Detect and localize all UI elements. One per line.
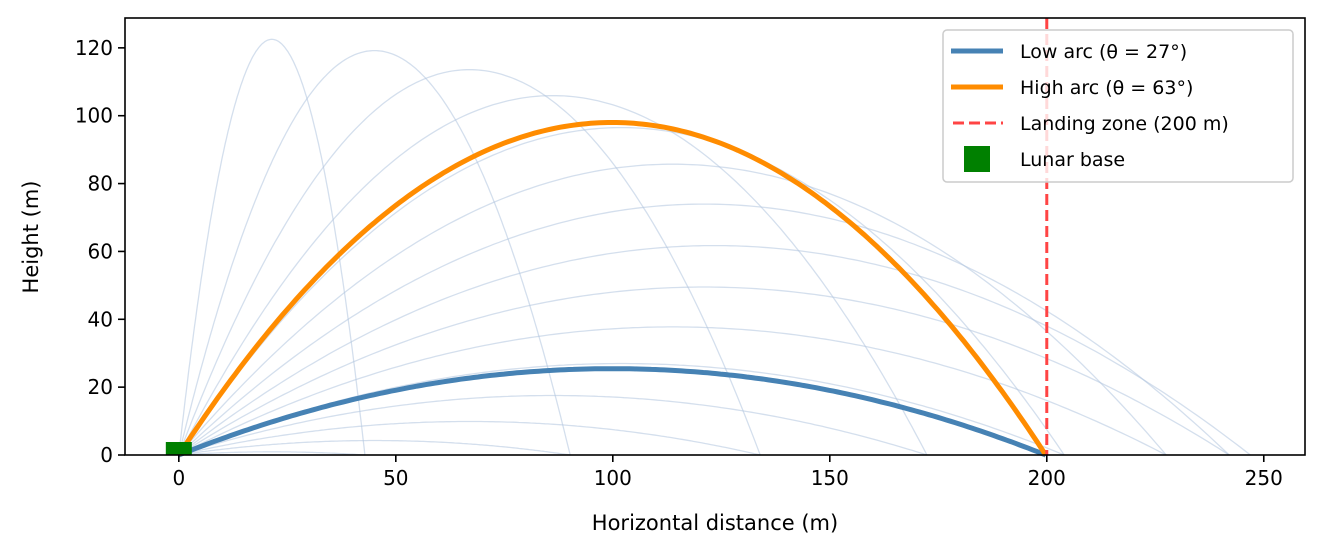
x-tick-label: 250 (1245, 466, 1283, 490)
background-trajectory (178, 451, 365, 456)
x-tick-label: 200 (1028, 466, 1066, 490)
background-trajectory (178, 326, 1167, 456)
legend-label-low-arc: Low arc (θ = 27°) (1020, 41, 1187, 63)
y-tick-label: 80 (88, 172, 113, 196)
legend-label-high-arc: High arc (θ = 63°) (1020, 77, 1193, 99)
legend: Low arc (θ = 27°) High arc (θ = 63°) Lan… (942, 29, 1294, 183)
plot-frame (124, 17, 1306, 456)
background-trajectory (178, 38, 366, 456)
main-trajectories (176, 120, 1048, 458)
background-trajectory (178, 394, 928, 456)
background-trajectory (178, 439, 571, 456)
background-trajectory (178, 203, 1230, 456)
x-tick-label: 100 (594, 466, 632, 490)
legend-swatch-lunar-base (964, 146, 990, 172)
legend-label-landing-zone: Landing zone (200 m) (1020, 113, 1229, 135)
y-tick-label: 20 (88, 375, 113, 399)
legend-box (942, 29, 1294, 183)
background-trajectory (178, 126, 1065, 456)
background-trajectory (178, 68, 761, 456)
y-tick-label: 100 (75, 104, 113, 128)
x-axis-ticks: 0 50 100 150 200 250 (172, 455, 1283, 490)
y-tick-label: 60 (88, 239, 113, 263)
background-trajectory (178, 49, 571, 456)
x-tick-label: 0 (172, 466, 185, 490)
background-trajectory (178, 163, 1167, 456)
background-trajectory (178, 244, 1251, 456)
background-trajectories (178, 38, 1251, 456)
x-tick-label: 50 (383, 466, 408, 490)
y-tick-label: 120 (75, 36, 113, 60)
lunar-base-marker (165, 442, 192, 455)
y-tick-label: 40 (88, 307, 113, 331)
y-tick-label: 0 (100, 443, 113, 467)
x-axis-label: Horizontal distance (m) (592, 511, 838, 535)
background-trajectory (178, 420, 761, 456)
background-trajectory (178, 94, 928, 456)
low-arc-line (177, 366, 1047, 458)
y-axis-ticks: 0 20 40 60 80 100 120 (75, 36, 125, 467)
y-axis-label: Height (m) (19, 181, 43, 294)
x-tick-label: 150 (811, 466, 849, 490)
legend-label-lunar-base: Lunar base (1020, 149, 1125, 171)
high-arc-line (176, 120, 1048, 457)
